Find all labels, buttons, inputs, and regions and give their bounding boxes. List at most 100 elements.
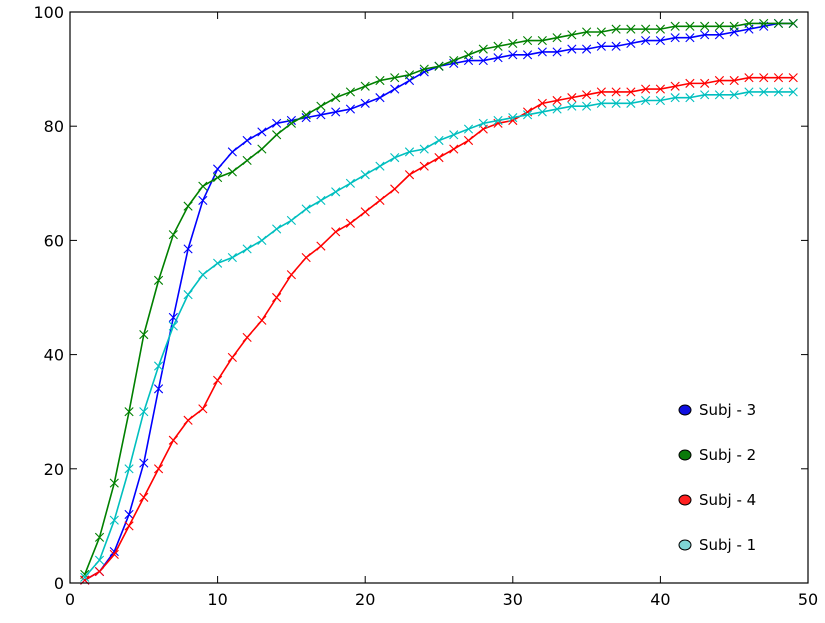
data-point — [655, 95, 665, 106]
data-point — [331, 227, 341, 237]
legend-entry: Subj - 2 — [678, 446, 756, 464]
data-point — [316, 241, 326, 251]
data-point — [153, 361, 164, 371]
data-point — [700, 30, 710, 40]
data-point — [183, 415, 193, 425]
data-point — [419, 161, 429, 171]
data-point — [508, 38, 518, 48]
data-point — [582, 90, 592, 100]
data-point — [316, 195, 326, 206]
data-point — [404, 170, 415, 180]
data-point — [463, 124, 474, 134]
series-3 — [80, 87, 798, 582]
data-point — [153, 464, 164, 474]
data-point — [744, 73, 754, 83]
y-tick-label: 0 — [54, 574, 64, 593]
data-point — [567, 101, 577, 111]
data-point — [522, 35, 533, 46]
data-point — [611, 24, 621, 34]
data-point — [139, 407, 149, 417]
data-point — [345, 87, 356, 97]
data-point — [198, 404, 208, 414]
data-point — [537, 98, 547, 108]
data-point — [537, 47, 547, 57]
data-point — [567, 44, 577, 54]
data-point — [744, 18, 754, 29]
data-point — [714, 75, 725, 86]
data-point — [567, 30, 577, 40]
data-point — [419, 144, 429, 154]
data-point — [685, 93, 695, 103]
data-point — [286, 270, 296, 280]
data-point — [198, 181, 208, 191]
data-point — [360, 81, 370, 91]
data-point — [94, 566, 105, 577]
data-point — [242, 135, 252, 146]
data-point — [685, 78, 695, 88]
data-point — [522, 110, 533, 120]
data-point — [139, 492, 149, 502]
data-point — [759, 87, 769, 97]
data-point — [700, 21, 710, 31]
legend-entry: Subj - 4 — [678, 491, 756, 509]
data-point — [183, 290, 193, 300]
data-point — [670, 93, 680, 103]
data-point — [109, 478, 119, 488]
data-point — [788, 18, 798, 29]
data-point — [655, 24, 665, 34]
data-point — [759, 18, 769, 29]
data-point — [316, 101, 326, 111]
data-point — [759, 73, 769, 83]
x-tick-label: 20 — [355, 590, 375, 609]
data-point — [670, 21, 680, 31]
data-point — [700, 78, 710, 88]
x-tick-label: 0 — [65, 590, 75, 609]
data-point — [109, 515, 119, 525]
data-point — [449, 144, 459, 154]
data-point — [286, 115, 296, 126]
data-point — [641, 95, 651, 106]
y-tick-label: 100 — [33, 3, 64, 22]
data-point — [80, 572, 90, 582]
data-point — [404, 147, 415, 157]
data-point — [626, 38, 636, 48]
data-point — [375, 195, 385, 206]
data-point — [478, 44, 488, 54]
data-point — [582, 44, 592, 54]
data-point — [463, 50, 474, 60]
data-point — [685, 21, 695, 31]
data-point — [198, 270, 208, 280]
data-point — [153, 275, 164, 285]
data-point — [788, 73, 798, 83]
data-point — [508, 113, 518, 123]
data-point — [183, 201, 193, 211]
data-point — [449, 58, 459, 68]
data-point — [552, 33, 562, 43]
data-point — [641, 24, 651, 34]
data-point — [582, 101, 592, 111]
data-point — [227, 167, 237, 177]
data-point — [596, 87, 606, 97]
legend: Subj - 3 Subj - 2 Subj - 4 Subj - 1 — [678, 401, 756, 554]
data-point — [257, 315, 267, 325]
legend-entry: Subj - 1 — [678, 536, 756, 554]
data-point — [788, 87, 798, 97]
data-point — [714, 21, 725, 31]
data-point — [227, 352, 237, 363]
data-point — [626, 98, 636, 108]
data-point — [596, 41, 606, 51]
data-point — [257, 144, 267, 154]
data-point — [685, 33, 695, 43]
data-point — [478, 55, 488, 66]
y-tick-label: 20 — [44, 460, 64, 479]
data-point — [655, 35, 665, 46]
data-point — [198, 195, 208, 206]
data-point — [522, 50, 533, 60]
data-point — [183, 244, 193, 254]
data-point — [449, 130, 459, 140]
data-point — [124, 509, 134, 520]
data-point — [153, 384, 164, 394]
data-point — [611, 41, 621, 51]
legend-label: Subj - 4 — [699, 491, 756, 509]
